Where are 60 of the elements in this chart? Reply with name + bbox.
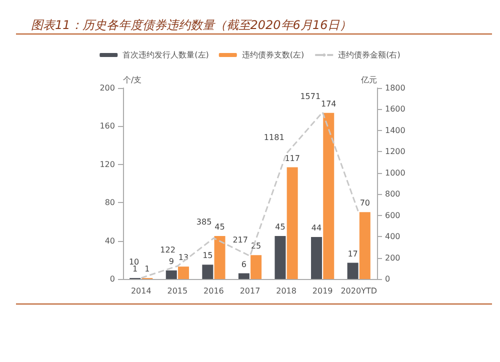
data-label: 15 [202,251,213,260]
y2-tick-label: 1200 [385,147,406,156]
y-tick-label: 40 [104,236,115,246]
y2-tick-label: 800 [385,190,400,199]
bar [202,264,214,279]
x-tick-label: 2017 [240,286,260,296]
data-label: 122 [160,246,176,255]
y2-tick-label: 0 [385,274,390,284]
data-label: 1 [144,264,150,274]
data-label: 45 [275,222,286,232]
data-label: 117 [284,154,300,163]
x-tick-label: 2020YTD [340,286,378,296]
data-label: 217 [232,235,248,244]
legend-label: 违约债券金额(右) [338,50,400,60]
bar [323,112,334,279]
x-tick-label: 2014 [130,286,152,296]
bar [238,273,250,279]
bar [214,236,226,279]
legend-label: 首次违约发行人数量(左) [122,50,209,60]
bar [250,255,262,279]
chart-title: 图表11：历史各年度债券违约数量（截至2020年6月16日） [31,18,352,32]
data-label: 70 [360,198,370,208]
data-label: 45 [214,222,225,232]
y-tick-label: 0 [110,274,115,284]
y-tick-label: 80 [104,198,115,208]
data-label: 1571 [300,92,321,101]
y2-tick-label: 200 [385,253,400,262]
y2-tick-label: 1000 [385,168,406,178]
x-tick-label: 2015 [167,286,188,296]
bar [178,266,189,279]
data-label: 9 [168,256,174,266]
data-label: 6 [241,260,246,269]
y-tick-label: 160 [100,122,115,131]
y2-axis-title: 亿元 [360,76,377,84]
bar [359,212,370,279]
data-label: 10 [128,257,140,266]
bar [311,236,322,279]
bar [166,270,177,279]
x-tick-label: 2016 [204,286,224,296]
y2-tick-label: 1800 [385,84,406,92]
legend-label: 违约债券支数(左) [242,50,304,60]
line-series [140,112,360,279]
data-label: 1 [132,264,138,274]
data-label: 385 [196,218,212,227]
data-label: 44 [311,223,322,232]
y2-tick-label: 600 [385,210,400,220]
y2-tick-label: 1400 [385,126,406,135]
y2-tick-label: 400 [385,232,400,242]
y-axis-title: 个/支 [123,76,142,84]
bar [274,236,286,279]
data-label: 174 [320,99,336,108]
bar [347,262,358,279]
x-tick-label: 2018 [276,286,296,296]
y2-tick-label: 1600 [385,104,406,114]
data-label: 1181 [264,133,284,142]
bar [286,167,298,279]
y-tick-label: 200 [100,84,115,92]
x-tick-label: 2019 [312,286,333,296]
data-label: 17 [348,249,358,258]
y-tick-label: 120 [100,160,115,169]
